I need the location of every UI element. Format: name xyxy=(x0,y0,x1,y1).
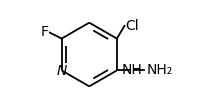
Text: NH: NH xyxy=(121,63,142,77)
Text: Cl: Cl xyxy=(125,19,139,33)
Text: NH₂: NH₂ xyxy=(147,63,173,77)
Text: N: N xyxy=(57,64,67,77)
Text: F: F xyxy=(41,25,49,39)
